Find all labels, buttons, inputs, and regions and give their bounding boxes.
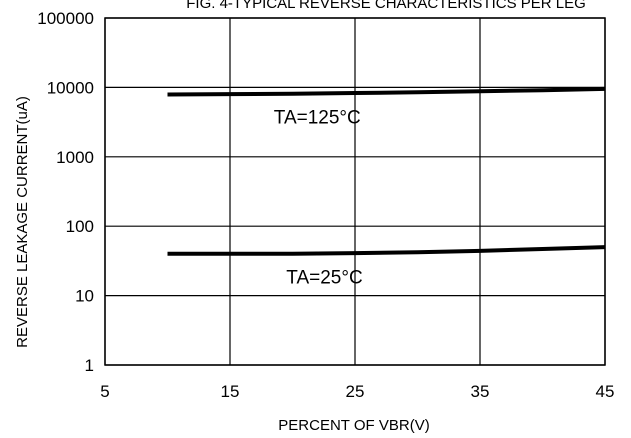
x-tick-label: 5 <box>100 382 109 401</box>
annotation-ta-125c: TA=125°C <box>274 108 361 129</box>
x-tick-label: 35 <box>471 382 490 401</box>
y-tick-label: 100 <box>66 217 94 236</box>
y-tick-label: 10000 <box>47 78 94 97</box>
plot-frame <box>104 17 606 366</box>
series-line-ta-25c <box>167 245 606 256</box>
x-tick-label: 15 <box>221 382 240 401</box>
annotation-ta-25c: TA=25°C <box>286 267 362 288</box>
series-layer <box>167 86 606 256</box>
x-tick-label: 45 <box>596 382 615 401</box>
chart-title: FIG. 4-TYPICAL REVERSE CHARACTERISTICS P… <box>186 0 586 12</box>
y-axis-label: REVERSE LEAKAGE CURRENT(uA) <box>14 96 31 348</box>
grid-layer <box>104 17 606 366</box>
y-tick-label: 1000 <box>56 148 94 167</box>
tick-layer: 5 15 25 35 45 1 10 100 1000 10000 100000 <box>37 9 614 401</box>
x-axis-label: PERCENT OF VBR(V) <box>278 417 429 434</box>
x-tick-label: 25 <box>346 382 365 401</box>
y-tick-label: 10 <box>75 287 94 306</box>
y-tick-label: 1 <box>85 356 94 375</box>
y-tick-label: 100000 <box>37 9 94 28</box>
annotation-layer: TA=125°C TA=25°C <box>274 108 363 289</box>
series-line-ta-125c <box>167 86 606 97</box>
